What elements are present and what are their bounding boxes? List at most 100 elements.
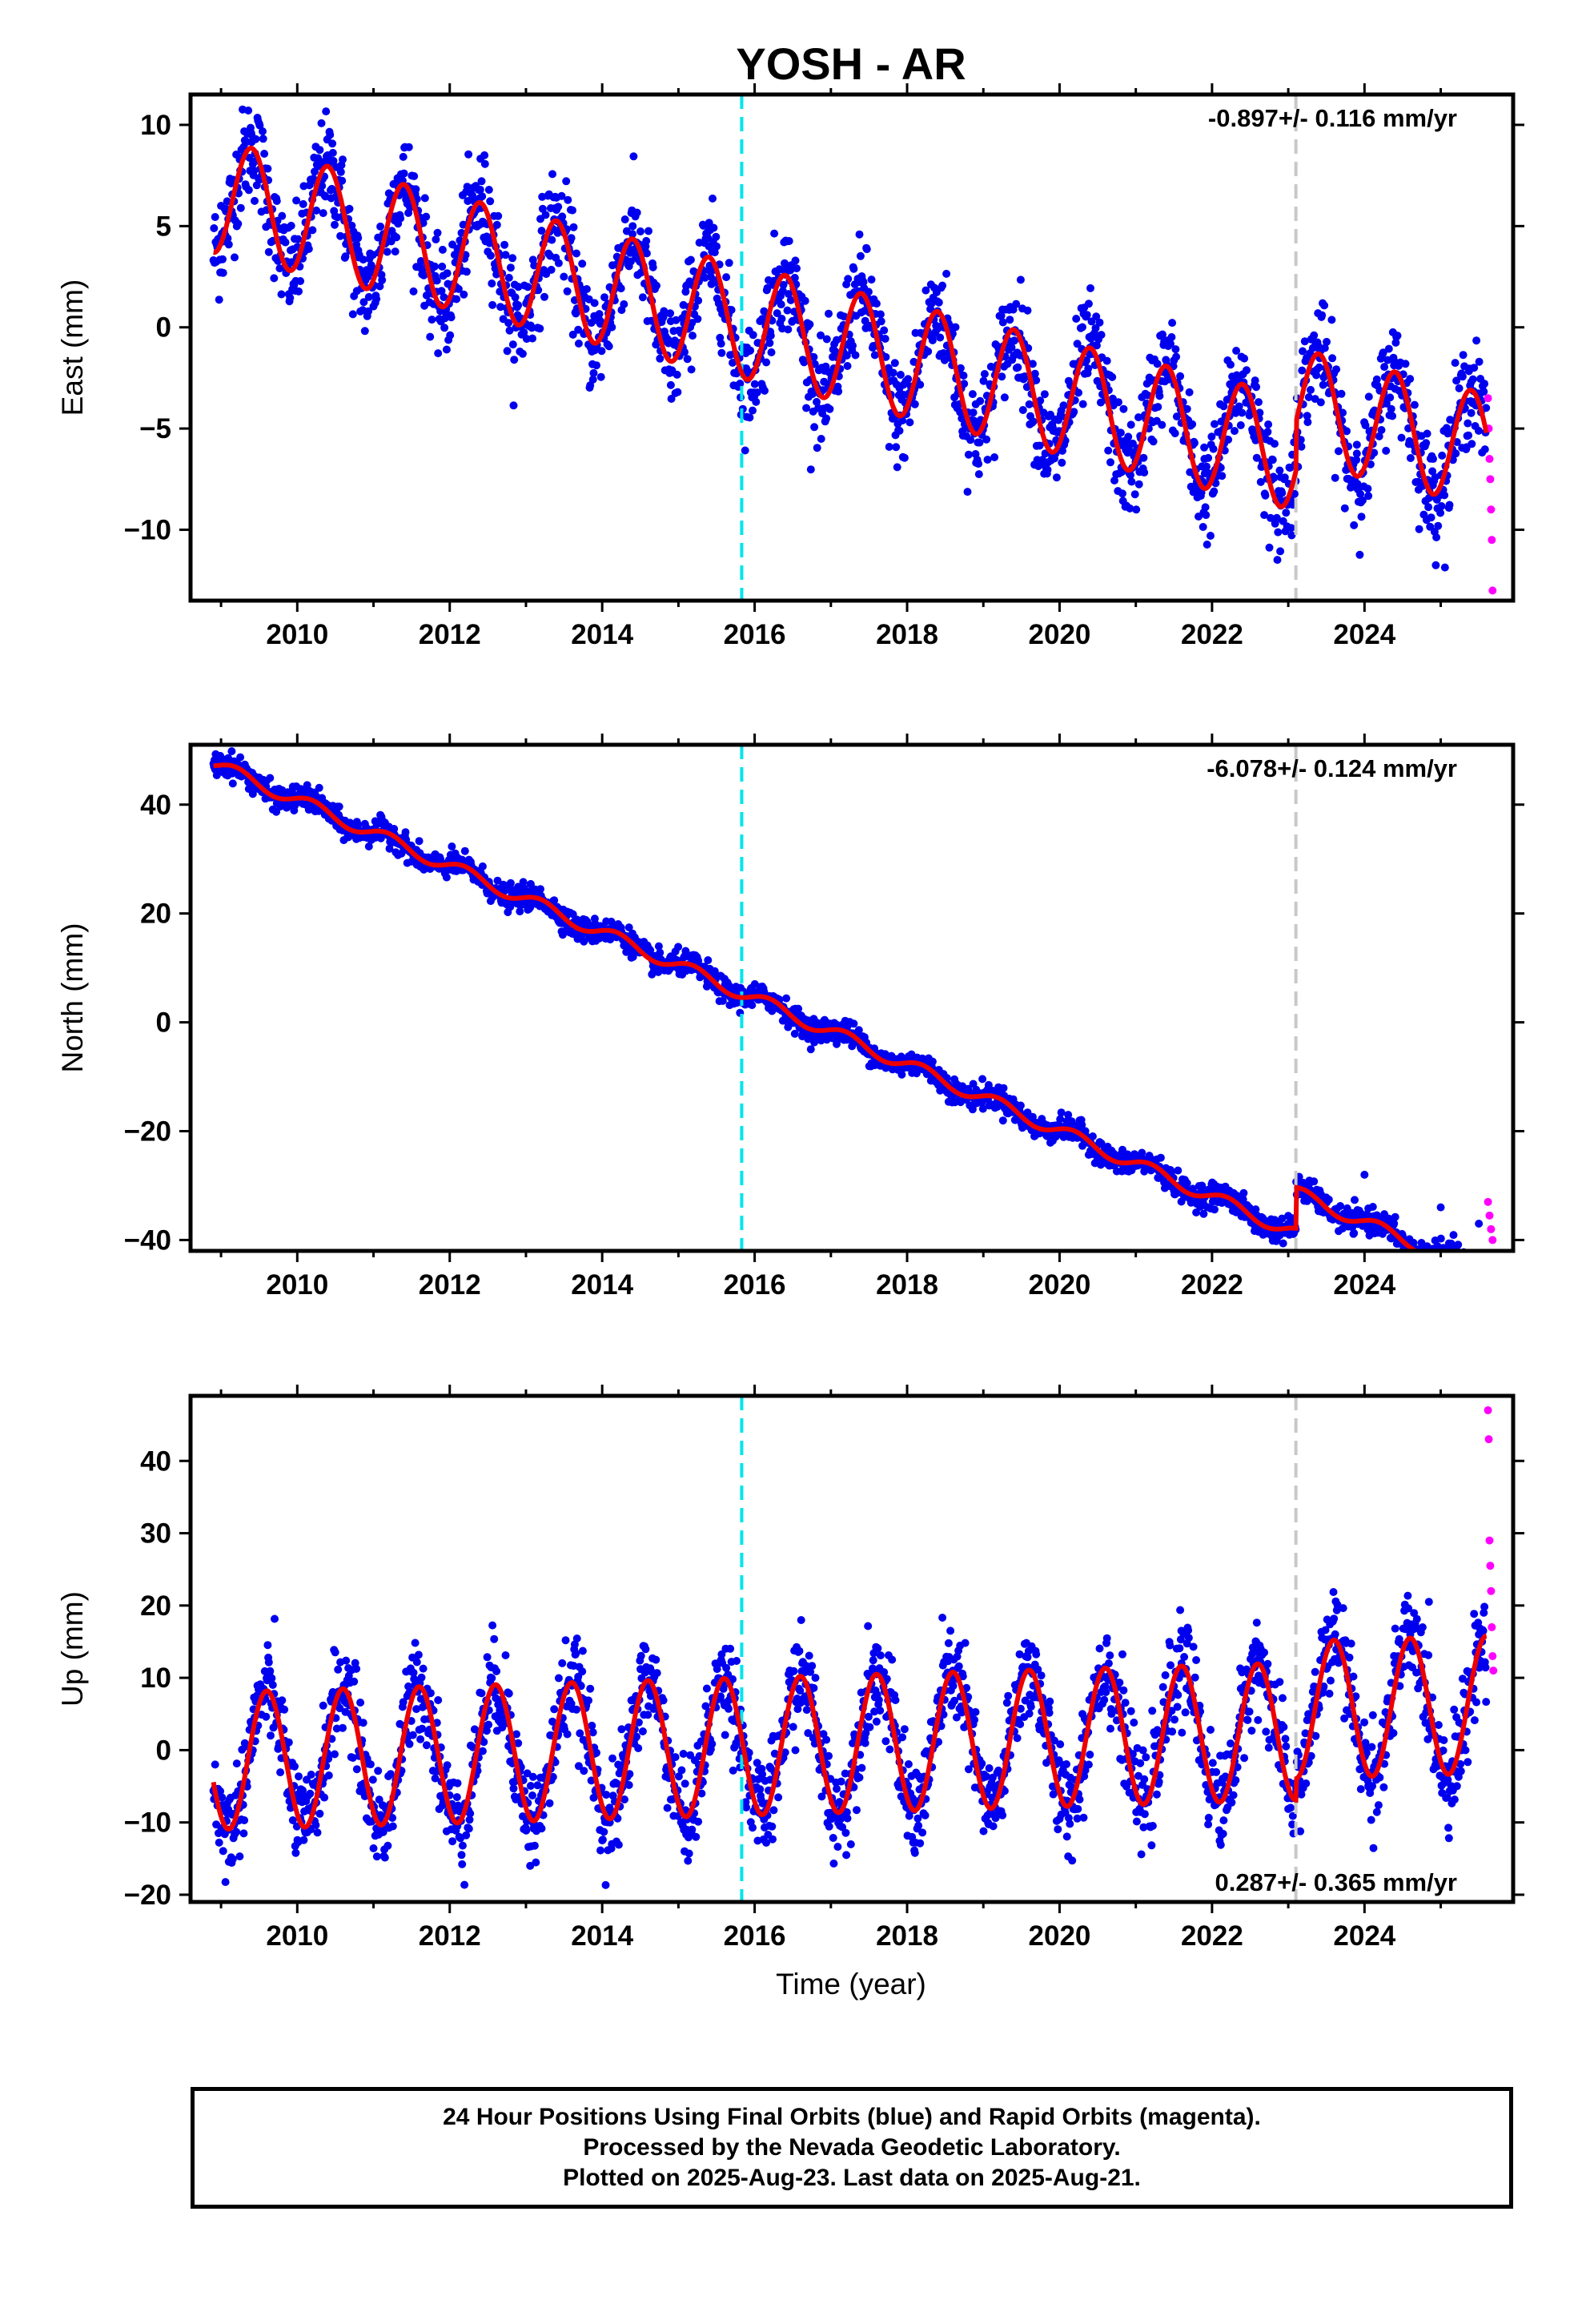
data-point — [1480, 388, 1488, 396]
data-point — [1057, 1108, 1066, 1117]
data-point — [855, 230, 864, 239]
data-point — [1097, 331, 1106, 340]
data-point — [1401, 360, 1410, 368]
data-point — [1475, 357, 1484, 366]
data-point — [1355, 550, 1364, 559]
data-point — [978, 1104, 987, 1113]
data-point — [268, 1681, 277, 1689]
data-point — [1456, 1256, 1464, 1265]
data-point — [749, 406, 757, 415]
data-point — [486, 197, 495, 206]
data-point — [1480, 445, 1489, 454]
data-point — [749, 331, 757, 340]
data-point — [1088, 1132, 1097, 1140]
data-point — [608, 323, 616, 332]
data-point — [761, 386, 769, 395]
data-point — [1352, 440, 1361, 449]
data-point — [484, 186, 493, 194]
data-point — [1452, 376, 1461, 385]
data-point — [660, 307, 669, 316]
data-point — [568, 206, 576, 215]
data-point — [834, 387, 843, 396]
y-tick-label: 40 — [140, 790, 171, 821]
data-point — [872, 300, 881, 308]
data-point — [504, 273, 513, 282]
data-point — [800, 358, 809, 367]
data-point — [1218, 472, 1227, 480]
data-point — [1251, 436, 1260, 444]
x-tick-label: 2024 — [1333, 1269, 1395, 1301]
data-point — [777, 300, 785, 309]
data-point — [718, 996, 727, 1005]
data-point — [1469, 1261, 1477, 1269]
data-point — [492, 220, 501, 229]
data-point — [783, 306, 792, 315]
data-point — [422, 291, 431, 300]
x-tick-label: 2020 — [1029, 619, 1091, 650]
data-point — [278, 211, 287, 220]
data-point — [1171, 345, 1180, 354]
data-point — [1082, 311, 1091, 320]
data-point — [770, 229, 779, 238]
data-point — [1106, 458, 1114, 467]
data-point — [1468, 440, 1476, 448]
data-point — [704, 956, 713, 964]
data-point — [809, 352, 818, 361]
x-tick-label: 2018 — [876, 1269, 938, 1301]
rate-label: -0.897+/- 0.116 mm/yr — [1208, 104, 1457, 132]
data-point — [1203, 462, 1211, 471]
data-point — [1466, 1261, 1474, 1269]
data-point — [1465, 1265, 1473, 1273]
data-point — [1232, 347, 1241, 355]
data-point — [1397, 433, 1406, 442]
data-point — [562, 177, 571, 186]
data-point — [1030, 369, 1039, 378]
data-point — [1447, 1256, 1455, 1265]
data-point — [654, 942, 663, 951]
data-point — [1464, 1261, 1472, 1269]
data-point — [1265, 543, 1274, 552]
data-point — [244, 107, 253, 115]
data-point — [1468, 1260, 1476, 1268]
data-point — [1236, 421, 1245, 429]
data-point — [318, 182, 327, 191]
data-point — [980, 370, 989, 378]
data-point — [1478, 1279, 1486, 1287]
data-point — [248, 790, 257, 798]
data-point — [889, 368, 897, 377]
data-point — [1025, 400, 1034, 408]
data-point — [971, 400, 980, 408]
data-point — [1124, 432, 1133, 441]
data-point — [1155, 392, 1164, 400]
data-point — [319, 1701, 327, 1710]
data-point — [1391, 1212, 1399, 1221]
data-point — [1428, 467, 1437, 476]
data-point — [741, 446, 749, 455]
data-point — [1375, 432, 1383, 440]
data-point — [849, 341, 857, 350]
data-point — [219, 268, 227, 277]
data-point — [877, 317, 885, 326]
data-point — [1460, 1262, 1468, 1270]
data-point — [552, 206, 561, 215]
data-point — [245, 154, 254, 162]
data-point — [368, 1775, 377, 1784]
data-point — [1406, 375, 1415, 384]
data-point — [1440, 563, 1449, 572]
data-point — [982, 435, 991, 444]
data-point — [784, 325, 793, 334]
data-point — [722, 273, 731, 282]
data-point — [493, 876, 502, 885]
data-point — [1468, 1259, 1476, 1267]
data-point — [1472, 1256, 1480, 1265]
data-point — [1368, 1203, 1377, 1211]
data-point — [342, 1656, 351, 1665]
data-point — [331, 1648, 339, 1657]
data-point — [928, 1057, 937, 1066]
data-point — [921, 286, 930, 295]
data-point — [1166, 340, 1174, 348]
data-point — [442, 345, 451, 354]
data-point — [990, 453, 999, 461]
data-point — [334, 1665, 343, 1674]
